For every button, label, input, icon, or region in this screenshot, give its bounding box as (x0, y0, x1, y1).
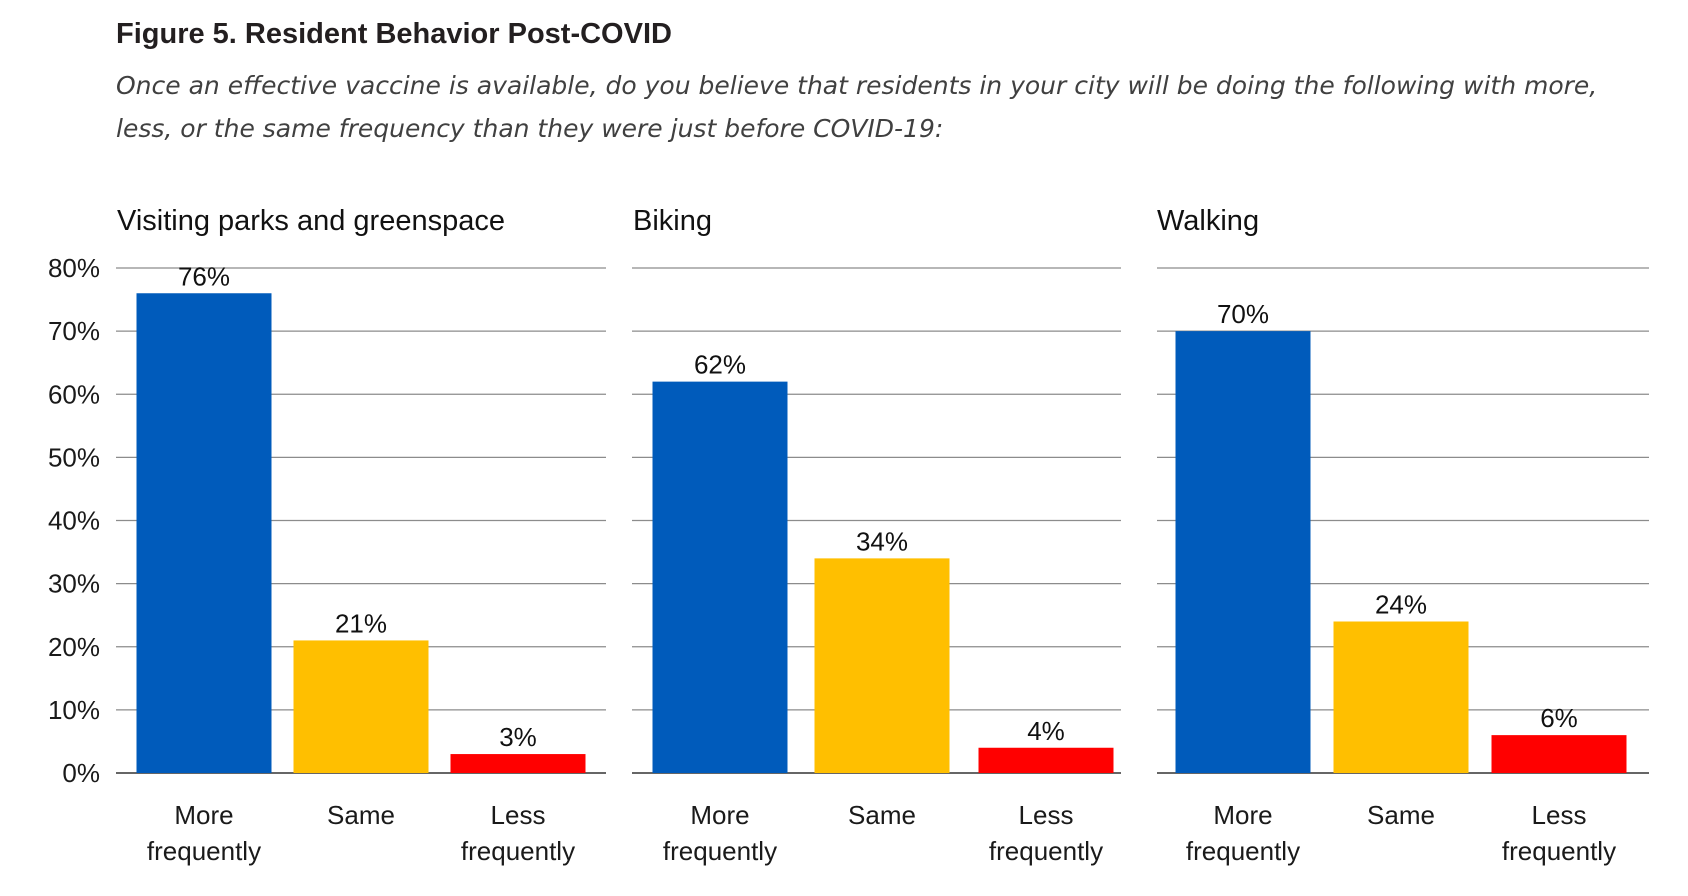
data-label: 3% (499, 722, 537, 752)
data-label: 34% (856, 526, 908, 556)
y-tick-label: 80% (48, 253, 100, 283)
category-label: Less frequently (1502, 800, 1616, 866)
bar (1175, 331, 1311, 773)
category-label: Same (1367, 800, 1435, 830)
y-tick-label: 70% (48, 316, 100, 346)
bar (978, 747, 1114, 773)
y-tick-label: 20% (48, 632, 100, 662)
data-label: 4% (1027, 716, 1065, 746)
category-label: Same (327, 800, 395, 830)
bar (1491, 735, 1627, 773)
panel-title: Walking (1157, 205, 1259, 237)
data-label: 6% (1540, 703, 1578, 733)
y-tick-label: 40% (48, 506, 100, 536)
y-tick-label: 10% (48, 695, 100, 725)
data-label: 70% (1217, 299, 1269, 329)
category-label: More frequently (147, 800, 261, 866)
bar (652, 381, 788, 773)
bar (293, 640, 429, 773)
data-label: 21% (335, 608, 387, 638)
bar (450, 754, 586, 773)
y-tick-label: 50% (48, 442, 100, 472)
data-label: 76% (178, 261, 230, 291)
data-label: 24% (1375, 590, 1427, 620)
category-label: Less frequently (989, 800, 1103, 866)
figure-title: Figure 5. Resident Behavior Post-COVID (116, 18, 672, 50)
category-label: Less frequently (461, 800, 575, 866)
panel-title: Visiting parks and greenspace (117, 205, 505, 237)
category-label: More frequently (1186, 800, 1300, 866)
y-tick-label: 30% (48, 569, 100, 599)
figure-subtitle: Once an effective vaccine is available, … (116, 71, 1598, 143)
bar (814, 558, 950, 773)
category-label: Same (848, 800, 916, 830)
bar (136, 293, 272, 773)
data-label: 62% (694, 350, 746, 380)
category-label: More frequently (663, 800, 777, 866)
y-tick-label: 0% (62, 758, 100, 788)
y-tick-label: 60% (48, 379, 100, 409)
bar (1333, 621, 1469, 773)
panel-title: Biking (633, 205, 712, 237)
